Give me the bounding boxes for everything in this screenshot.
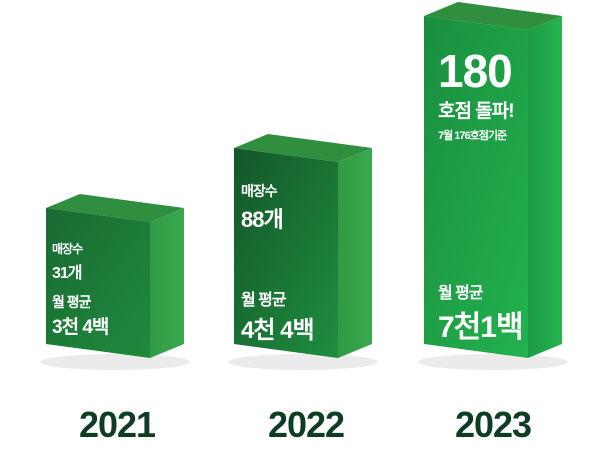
bar-side-face — [528, 16, 562, 358]
bar-top-face — [46, 194, 184, 222]
bar-2022-avg-value: 4천 4백 — [241, 317, 315, 344]
bar-2023-store-suffix: 호점 돌파! — [438, 101, 515, 122]
bar-front-face — [424, 16, 528, 358]
bar-2021-avg-label: 월 평균 — [52, 294, 92, 310]
bar-2021-store-label: 매장수 — [52, 242, 83, 256]
bar-top-face — [424, 2, 562, 30]
bar-shadow — [228, 354, 378, 370]
bar-2023-avg-label: 월 평균 — [438, 285, 484, 302]
bar-2022-store-value: 88개 — [241, 207, 284, 232]
bar-top-face — [234, 134, 372, 162]
bar-2023-avg-value: 7천1백 — [438, 311, 524, 344]
bar-2021-avg-value: 3천 4백 — [52, 317, 109, 338]
bar-2021 — [40, 194, 190, 370]
bar-side-face — [150, 208, 184, 358]
bar-shadow — [418, 354, 568, 370]
bar-2021-store-value: 31개 — [52, 265, 83, 282]
bar-2022-avg-label: 월 평균 — [241, 292, 287, 309]
bar-2023-store-note: 7월 176호점기준 — [438, 130, 507, 142]
bar-side-face — [338, 148, 372, 358]
year-label-2022: 2022 — [267, 404, 345, 445]
bar-2023-store-headline: 180 — [438, 45, 513, 97]
bar-2023 — [418, 2, 568, 370]
bar-2022 — [228, 134, 378, 370]
year-label-2021: 2021 — [78, 404, 156, 445]
bar-shadow — [40, 354, 190, 370]
bar-front-face — [234, 148, 338, 358]
bar-front-face — [46, 208, 150, 358]
year-label-2023: 2023 — [454, 404, 532, 445]
bar-2022-store-label: 매장수 — [241, 183, 278, 199]
